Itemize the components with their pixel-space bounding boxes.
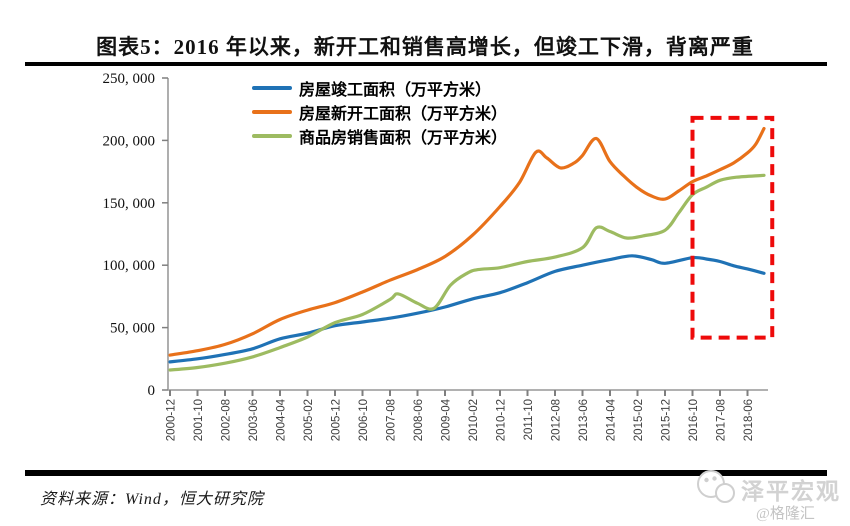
legend-swatch-sales bbox=[252, 134, 292, 138]
x-tick-label: 2001-10 bbox=[193, 399, 205, 441]
x-tick-label: 2005-02 bbox=[303, 399, 315, 441]
y-tick-label: 100, 000 bbox=[103, 258, 156, 274]
x-tick-label: 2002-08 bbox=[221, 399, 233, 441]
chart-legend: 房屋竣工面积（万平方米） 房屋新开工面积（万平方米） 商品房销售面积（万平方米） bbox=[252, 76, 507, 148]
x-tick-label: 2015-02 bbox=[633, 399, 645, 441]
footer-divider-bar bbox=[25, 470, 827, 476]
x-tick-label: 2012-08 bbox=[551, 399, 563, 441]
series-line-2 bbox=[168, 173, 766, 372]
y-tick-label: 0 bbox=[148, 383, 156, 399]
highlight-box bbox=[690, 115, 775, 340]
x-tick-label: 2015-12 bbox=[661, 399, 673, 441]
x-tick-label: 2011-10 bbox=[523, 399, 535, 440]
x-tick-label: 2006-10 bbox=[358, 399, 370, 441]
x-tick-label: 2003-06 bbox=[248, 399, 260, 441]
x-tick-label: 2009-04 bbox=[441, 398, 453, 441]
x-tick-label: 2013-06 bbox=[578, 399, 590, 441]
x-tick-label: 2000-12 bbox=[166, 399, 178, 441]
legend-label-completions: 房屋竣工面积（万平方米） bbox=[299, 82, 492, 99]
legend-item-completions: 房屋竣工面积（万平方米） bbox=[252, 76, 507, 100]
x-tick-label: 2008-06 bbox=[413, 399, 425, 441]
legend-swatch-completions bbox=[252, 86, 292, 90]
legend-label-new-starts: 房屋新开工面积（万平方米） bbox=[299, 106, 508, 123]
x-tick-label: 2010-12 bbox=[496, 399, 508, 441]
x-tick-label: 2007-08 bbox=[386, 399, 398, 441]
x-tick-label: 2014-04 bbox=[606, 398, 618, 441]
x-tick-label: 2010-02 bbox=[468, 399, 480, 441]
x-tick-label: 2018-06 bbox=[743, 399, 755, 441]
legend-item-sales: 商品房销售面积（万平方米） bbox=[252, 124, 507, 148]
legend-swatch-new-starts bbox=[252, 110, 292, 114]
y-tick-label: 50, 000 bbox=[110, 321, 155, 337]
x-tick-label: 2016-10 bbox=[688, 399, 700, 441]
title-divider-bar bbox=[25, 62, 827, 66]
series-line-1 bbox=[168, 126, 766, 357]
y-tick-label: 150, 000 bbox=[103, 196, 156, 212]
y-tick-label: 250, 000 bbox=[103, 71, 156, 87]
y-tick-label: 200, 000 bbox=[103, 133, 156, 149]
x-tick-label: 2017-08 bbox=[716, 399, 728, 441]
watermark-handle: @格隆汇 bbox=[756, 506, 815, 522]
legend-item-new-starts: 房屋新开工面积（万平方米） bbox=[252, 100, 507, 124]
figure-title: 图表5：2016 年以来，新开工和销售高增长，但竣工下滑，背离严重 bbox=[96, 35, 754, 59]
x-tick-label: 2005-12 bbox=[331, 399, 343, 441]
watermark-brand: 泽平宏观 bbox=[741, 479, 841, 504]
legend-label-sales: 商品房销售面积（万平方米） bbox=[299, 130, 508, 147]
x-tick-label: 2004-04 bbox=[276, 398, 288, 441]
source-label: 资料来源：Wind，恒大研究院 bbox=[40, 491, 264, 508]
series-line-0 bbox=[168, 254, 766, 364]
watermark-logo-icon bbox=[697, 470, 735, 503]
